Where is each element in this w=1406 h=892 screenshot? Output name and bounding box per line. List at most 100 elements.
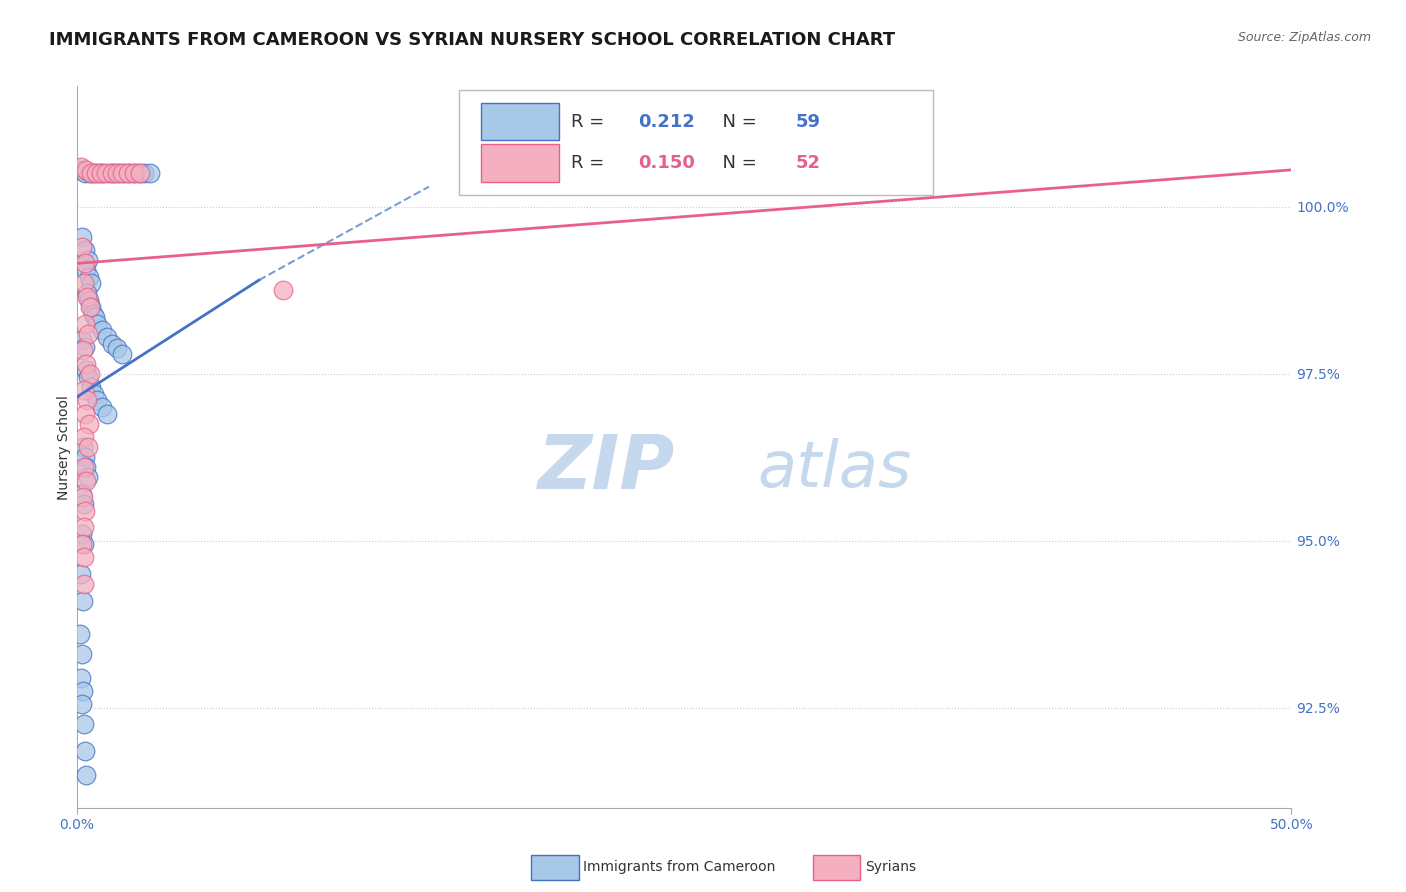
Point — [70, 487, 93, 501]
Point — [70, 229, 93, 244]
Point — [73, 430, 96, 444]
Point — [82, 306, 104, 320]
Text: Syrians: Syrians — [865, 860, 915, 874]
Point — [70, 240, 93, 254]
Point — [79, 166, 101, 180]
Point — [77, 326, 100, 341]
Point — [75, 407, 97, 421]
Point — [75, 166, 97, 180]
Point — [73, 550, 96, 565]
Point — [70, 698, 93, 712]
Point — [128, 166, 150, 180]
Point — [271, 283, 294, 297]
Text: R =: R = — [571, 153, 610, 172]
Point — [72, 577, 94, 591]
Point — [105, 166, 128, 180]
Point — [96, 330, 118, 344]
Point — [108, 166, 131, 180]
Point — [86, 393, 108, 408]
Point — [122, 166, 145, 180]
FancyBboxPatch shape — [481, 145, 560, 182]
Point — [70, 648, 93, 662]
Point — [138, 166, 160, 180]
Point — [111, 166, 134, 180]
Point — [77, 417, 100, 431]
Point — [73, 503, 96, 517]
Point — [86, 317, 108, 331]
Point — [72, 384, 94, 398]
Point — [73, 243, 96, 257]
Point — [70, 333, 93, 347]
Text: Source: ZipAtlas.com: Source: ZipAtlas.com — [1237, 31, 1371, 45]
Point — [77, 370, 100, 384]
Point — [75, 767, 97, 781]
Point — [73, 717, 96, 731]
Point — [128, 166, 150, 180]
Point — [83, 386, 105, 401]
Text: ZIP: ZIP — [538, 433, 675, 506]
Point — [72, 537, 94, 551]
Point — [118, 166, 141, 180]
Point — [76, 393, 98, 408]
Point — [87, 166, 110, 180]
Point — [80, 300, 103, 314]
Point — [73, 497, 96, 511]
Text: 59: 59 — [796, 112, 821, 131]
Point — [122, 166, 145, 180]
Point — [76, 286, 98, 301]
Point — [72, 594, 94, 608]
Point — [80, 380, 103, 394]
Text: 0.212: 0.212 — [638, 112, 695, 131]
Point — [105, 341, 128, 355]
Point — [69, 627, 91, 641]
Point — [72, 460, 94, 475]
Point — [94, 166, 117, 180]
Point — [101, 336, 124, 351]
Point — [75, 263, 97, 277]
Point — [84, 166, 107, 180]
Text: 52: 52 — [796, 153, 821, 172]
Point — [76, 440, 98, 454]
Point — [93, 166, 115, 180]
Point — [96, 407, 118, 421]
Point — [112, 166, 135, 180]
Point — [77, 293, 100, 308]
Point — [72, 277, 94, 291]
Point — [98, 166, 121, 180]
Point — [73, 520, 96, 534]
Point — [75, 363, 97, 377]
Point — [72, 343, 94, 358]
Point — [80, 277, 103, 291]
Point — [77, 269, 100, 284]
Point — [75, 256, 97, 270]
Point — [75, 744, 97, 758]
Point — [132, 166, 155, 180]
Point — [70, 527, 93, 541]
Point — [91, 400, 114, 414]
Point — [73, 450, 96, 465]
Text: N =: N = — [711, 153, 762, 172]
Text: Immigrants from Cameroon: Immigrants from Cameroon — [583, 860, 776, 874]
Point — [111, 346, 134, 360]
Point — [75, 357, 97, 371]
Point — [80, 166, 103, 180]
Text: IMMIGRANTS FROM CAMEROON VS SYRIAN NURSERY SCHOOL CORRELATION CHART: IMMIGRANTS FROM CAMEROON VS SYRIAN NURSE… — [49, 31, 896, 49]
Point — [70, 162, 93, 177]
Point — [70, 567, 93, 582]
Point — [73, 340, 96, 354]
Y-axis label: Nursery School: Nursery School — [58, 395, 72, 500]
Point — [72, 684, 94, 698]
Point — [70, 160, 93, 174]
Point — [75, 162, 97, 177]
Point — [83, 166, 105, 180]
Point — [73, 317, 96, 331]
Text: atlas: atlas — [756, 438, 911, 500]
Point — [75, 474, 97, 488]
Point — [661, 162, 683, 177]
Point — [77, 470, 100, 484]
Point — [76, 253, 98, 268]
Point — [75, 460, 97, 475]
Text: 0.150: 0.150 — [638, 153, 695, 172]
Point — [72, 440, 94, 454]
Point — [70, 671, 93, 685]
